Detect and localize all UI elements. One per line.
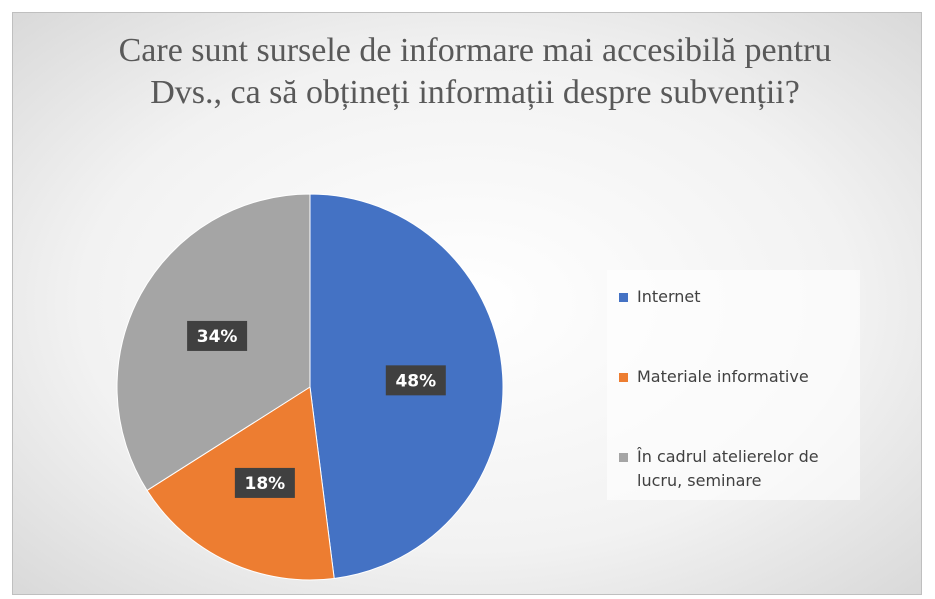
legend-entry: Internet — [619, 285, 855, 309]
legend-label: Internet — [637, 287, 701, 306]
legend-swatch — [619, 293, 628, 302]
data-label: 34% — [197, 327, 238, 347]
legend: Internet Materiale informative În cadrul a… — [607, 270, 860, 500]
chart-title: Care sunt sursele de informare mai acces… — [118, 32, 832, 111]
data-label-box — [385, 365, 446, 396]
data-label-box — [187, 320, 248, 351]
legend-label: Materiale informative — [637, 367, 809, 386]
data-label: 48% — [395, 371, 436, 391]
legend-swatch — [619, 373, 628, 382]
legend-entry: Materiale informative — [619, 365, 855, 389]
data-label: 18% — [245, 474, 286, 494]
legend-entry: În cadrul atelierelor de lucru, seminare — [619, 445, 855, 493]
legend-label: În cadrul atelierelor de lucru, seminare — [637, 447, 819, 490]
legend-swatch — [619, 453, 628, 462]
data-label-box — [234, 467, 295, 498]
